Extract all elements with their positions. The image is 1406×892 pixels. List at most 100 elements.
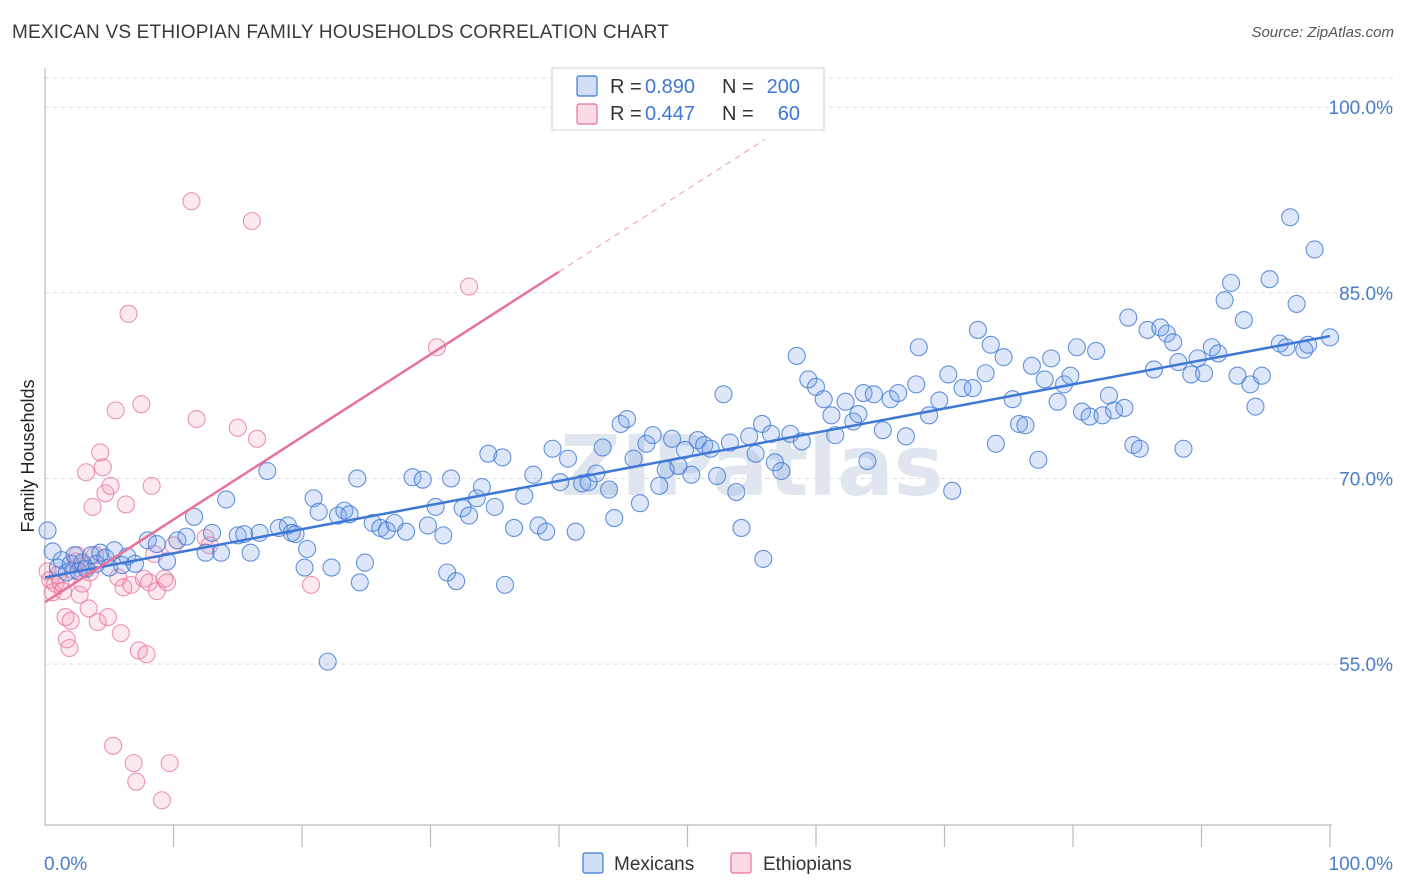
mexicans-point [434, 526, 453, 545]
ethiopians-point [459, 277, 479, 296]
mexicans-point [986, 434, 1005, 453]
mexicans-point [495, 575, 515, 594]
mexicans-point [976, 364, 995, 383]
x-tick-labels: 0.0% 100.0% [44, 854, 1393, 875]
mexicans-point [1215, 291, 1234, 310]
mexicans-point [1022, 356, 1041, 375]
mexicans-point [1174, 439, 1193, 458]
mexicans-point [318, 652, 337, 671]
mexicans-point [537, 522, 556, 541]
mexicans-point [618, 409, 637, 429]
mexicans-point [322, 558, 341, 577]
ethiopians-points [38, 192, 479, 810]
mexicans-point [772, 461, 791, 481]
mexicans-point [1169, 353, 1188, 372]
mexicans-point [1035, 370, 1054, 389]
mexicans-point [304, 489, 323, 508]
mexicans-point [1246, 397, 1265, 416]
axes [44, 68, 1332, 847]
mexicans-point [836, 392, 855, 411]
ethiopians-point [242, 211, 261, 231]
source-label: Source: ZipAtlas.com [1251, 24, 1394, 41]
mexicans-point [309, 502, 328, 521]
mexicans-point [258, 461, 277, 481]
legend-n-value-ethiopians: 60 [778, 103, 800, 125]
y-tick-label: 55.0% [1339, 655, 1393, 676]
mexicans-point [168, 531, 187, 550]
mexicans-point [1061, 366, 1080, 385]
mexicans-point [939, 365, 958, 384]
mexicans-point [1182, 365, 1201, 384]
mexicans-point [953, 379, 972, 398]
mexicans-point [907, 375, 926, 394]
mexicans-point [558, 449, 578, 468]
mexicans-point [650, 476, 669, 495]
mexicans-point [1009, 414, 1029, 434]
ethiopians-point [111, 624, 130, 643]
legend-r-value-mexicans: 0.890 [645, 76, 695, 98]
mexicans-point [1087, 341, 1106, 361]
mexicans-point [1016, 416, 1035, 435]
mexicans-point [761, 424, 781, 443]
mexicans-point [447, 572, 466, 591]
mexicans-point [479, 444, 498, 463]
legend-swatch-ethiopians [576, 103, 598, 125]
mexicans-point [158, 552, 177, 571]
mexicans-point [746, 444, 765, 463]
y-tick-labels: 55.0% 70.0% 85.0% 100.0% [1329, 98, 1394, 676]
ethiopians-point [77, 463, 96, 482]
mexicans-point [714, 385, 733, 404]
legend-n-value-mexicans: 200 [767, 76, 800, 98]
mexicans-point [426, 497, 445, 516]
mexicans-point [91, 543, 110, 562]
mexicans-point [566, 522, 585, 541]
mexicans-point [1119, 308, 1138, 327]
mexicans-point [1093, 406, 1112, 425]
mexicans-point [493, 448, 512, 467]
mexicans-point [377, 521, 396, 540]
mexicans-point [1130, 439, 1149, 458]
mexicans-point [1252, 366, 1271, 385]
ethiopians-trend-extension [558, 139, 765, 273]
ethiopians-point [61, 611, 80, 630]
mexicans-point [350, 573, 369, 592]
mexicans-point [1287, 294, 1306, 313]
mexicans-point [1115, 398, 1134, 417]
mexicans-point [930, 391, 949, 410]
mexicans-point [1260, 270, 1279, 289]
mexicans-point [1305, 240, 1324, 259]
ethiopians-point [119, 304, 138, 323]
mexicans-point [727, 483, 746, 502]
x-tick-label: 0.0% [44, 854, 87, 875]
ethiopians-trend-line [44, 270, 560, 604]
mexicans-point [1003, 390, 1022, 409]
mexicans-point [849, 405, 868, 424]
mexicans-point [814, 390, 833, 409]
y-axis-label: Family Households [18, 379, 38, 532]
mexicans-point [397, 522, 416, 541]
ethiopians-point [104, 736, 123, 755]
mexicans-point [822, 406, 841, 425]
mexicans-point [740, 427, 759, 446]
mexicans-point [573, 474, 592, 493]
mexicans-point [968, 320, 987, 339]
ethiopians-point [91, 443, 110, 462]
ethiopians-point [101, 476, 120, 495]
ethiopians-point [79, 599, 98, 618]
ethiopians-point [182, 192, 201, 211]
mexicans-point [873, 421, 892, 440]
ethiopians-point [83, 497, 102, 516]
mexicans-point [203, 523, 222, 542]
mexicans-point [348, 469, 367, 488]
mexicans-point [1048, 392, 1067, 411]
watermark: ZIPatlas [560, 417, 944, 515]
mexicans-point [125, 554, 144, 573]
ethiopians-point [60, 638, 79, 658]
legend-r-label: R = [610, 76, 642, 98]
mexicans-point [177, 527, 196, 546]
legend-r-value-ethiopians: 0.447 [645, 103, 695, 125]
ethiopians-point [106, 401, 125, 420]
mexicans-point [600, 480, 619, 499]
mexicans-point [459, 506, 479, 525]
bottom-legend-mexicans: Mexicans [614, 854, 694, 875]
